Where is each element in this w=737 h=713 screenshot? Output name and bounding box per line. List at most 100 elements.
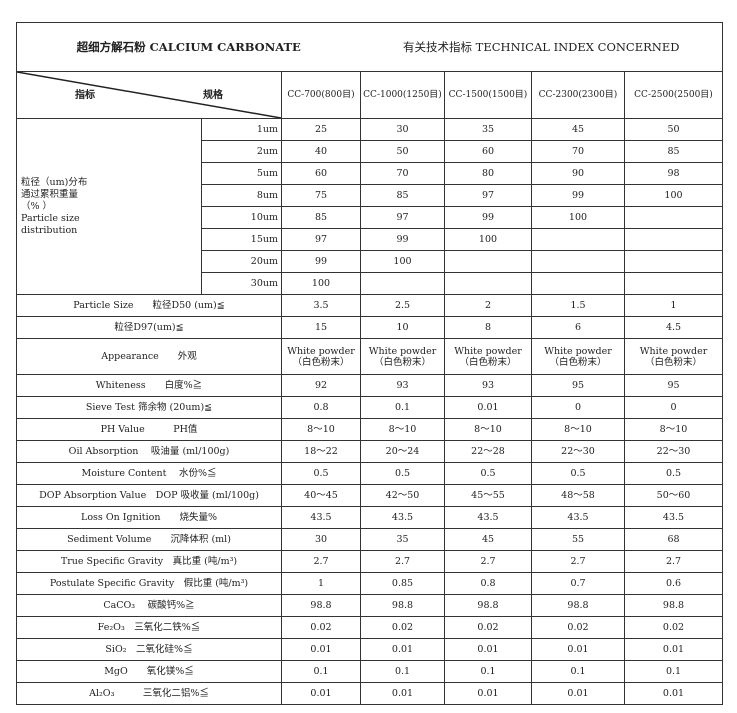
property-row: Al₂O₃ 三氧化二铝%≦ 0.01 0.01 0.01 0.01 0.01 — [16, 682, 723, 705]
value-cell: 0.01 — [281, 682, 361, 705]
value-cell — [624, 228, 723, 251]
property-row: DOP Absorption Value DOP 吸收量 (ml/100g) 40… — [16, 484, 723, 507]
property-row: SiO₂ 二氧化硅%≦ 0.01 0.01 0.01 0.01 0.01 — [16, 638, 723, 661]
value-cell: 0.5 — [531, 462, 625, 485]
particle-size-label: 20um — [201, 250, 282, 273]
value-cell: 35 — [360, 528, 445, 551]
value-cell: 0.02 — [281, 616, 361, 639]
value-cell: 20～24 — [360, 440, 445, 463]
property-row: True Specific Gravity 真比重 (吨/m³) 2.7 2.7 2.… — [16, 550, 723, 573]
value-cell: 3.5 — [281, 294, 361, 317]
value-cell: 0.1 — [531, 660, 625, 683]
value-cell: 43.5 — [624, 506, 723, 529]
value-cell: 43.5 — [531, 506, 625, 529]
property-row: 粒径D97(um)≦ 15 10 8 6 4.5 — [16, 316, 723, 339]
psd-row: 10um 85 97 99 100 — [17, 206, 723, 229]
value-cell: 8～10 — [281, 418, 361, 441]
property-label: PH Value PH值 — [16, 418, 282, 441]
property-row: Sieve Test 筛余物 (20um)≦ 0.8 0.1 0.01 0 0 — [16, 396, 723, 419]
value-cell — [531, 228, 625, 251]
property-row: MgO 氧化镁%≦ 0.1 0.1 0.1 0.1 0.1 — [16, 660, 723, 683]
property-row: Fe₂O₃ 三氧化二铁%≦ 0.02 0.02 0.02 0.02 0.02 — [16, 616, 723, 639]
value-cell: 2.7 — [444, 550, 532, 573]
value-cell: 0.01 — [531, 638, 625, 661]
diagonal-header-cell: 指标 规格 — [16, 71, 282, 119]
value-cell: 0.02 — [624, 616, 723, 639]
property-row: Whiteness 白度%≧ 92 93 93 95 95 — [16, 374, 723, 397]
particle-size-label: 5um — [201, 162, 282, 185]
value-cell: 2.7 — [531, 550, 625, 573]
value-cell: 43.5 — [281, 506, 361, 529]
particle-size-label: 15um — [201, 228, 282, 251]
property-row: CaCO₃ 碳酸钙%≧ 98.8 98.8 98.8 98.8 98.8 — [16, 594, 723, 617]
value-cell: 0 — [624, 396, 723, 419]
value-cell: White powder （白色粉末） — [281, 338, 361, 375]
value-cell: 0.5 — [281, 462, 361, 485]
value-cell: 97 — [444, 184, 532, 207]
value-cell: 100 — [531, 206, 625, 229]
property-label: Fe₂O₃ 三氧化二铁%≦ — [16, 616, 282, 639]
psd-label-line: Particle size — [21, 212, 80, 224]
particle-size-label: 1um — [201, 118, 282, 141]
property-label: Postulate Specific Gravity 假比重 (吨/m³) — [16, 572, 282, 595]
value-cell: 55 — [531, 528, 625, 551]
grade-header: CC-2300(2300目) — [531, 71, 625, 119]
value-cell: 60 — [281, 162, 361, 185]
value-cell — [624, 272, 723, 295]
value-cell: 0.1 — [360, 660, 445, 683]
value-cell: 70 — [360, 162, 445, 185]
value-cell: 0.6 — [624, 572, 723, 595]
value-cell: 50～60 — [624, 484, 723, 507]
value-cell: 97 — [281, 228, 361, 251]
value-cell — [531, 250, 625, 273]
value-cell: 99 — [281, 250, 361, 273]
value-cell: 2 — [444, 294, 532, 317]
value-cell: 93 — [444, 374, 532, 397]
value-cell: White powder （白色粉末） — [444, 338, 532, 375]
value-cell: 100 — [360, 250, 445, 273]
value-cell: 0.85 — [360, 572, 445, 595]
value-cell: 2.7 — [281, 550, 361, 573]
value-cell: 98.8 — [531, 594, 625, 617]
value-cell: 0.02 — [360, 616, 445, 639]
title-row: 超细方解石粉 CALCIUM CARBONATE 有关技术指标 TECHNICA… — [16, 22, 723, 72]
value-cell: 75 — [281, 184, 361, 207]
value-cell: 99 — [360, 228, 445, 251]
value-cell: 90 — [531, 162, 625, 185]
value-cell: 4.5 — [624, 316, 723, 339]
section-title: 有关技术指标 TECHNICAL INDEX CONCERNED — [360, 22, 723, 72]
value-cell: 45～55 — [444, 484, 532, 507]
property-row: PH Value PH值 8～10 8～10 8～10 8～10 8～10 — [16, 418, 723, 441]
value-cell: 0.1 — [624, 660, 723, 683]
particle-size-label: 2um — [201, 140, 282, 163]
value-cell: 22～30 — [531, 440, 625, 463]
value-cell: 1.5 — [531, 294, 625, 317]
value-cell: 25 — [281, 118, 361, 141]
psd-label-line: 通过累积重量 — [21, 188, 79, 200]
value-cell: 8～10 — [624, 418, 723, 441]
value-cell: 0.01 — [360, 682, 445, 705]
value-cell: 40～45 — [281, 484, 361, 507]
product-title: 超细方解石粉 CALCIUM CARBONATE — [16, 22, 361, 72]
value-cell: 0.01 — [444, 682, 532, 705]
value-cell: 48～58 — [531, 484, 625, 507]
value-cell: 99 — [444, 206, 532, 229]
property-label: SiO₂ 二氧化硅%≦ — [16, 638, 282, 661]
value-cell: 50 — [624, 118, 723, 141]
property-row: Appearance 外观 White powder （白色粉末） White po… — [16, 338, 723, 375]
value-cell: 95 — [624, 374, 723, 397]
value-cell: 0.02 — [531, 616, 625, 639]
value-cell: 85 — [360, 184, 445, 207]
value-cell: 0.02 — [444, 616, 532, 639]
value-cell: 1 — [624, 294, 723, 317]
value-cell: 92 — [281, 374, 361, 397]
property-row: Sediment Volume 沉降体积 (ml) 30 35 45 55 68 — [16, 528, 723, 551]
value-cell: 50 — [360, 140, 445, 163]
value-cell: 30 — [281, 528, 361, 551]
psd-label-line: （% ） — [21, 200, 53, 212]
value-cell — [624, 206, 723, 229]
value-cell: 18～22 — [281, 440, 361, 463]
value-cell: 22～30 — [624, 440, 723, 463]
value-cell: 30 — [360, 118, 445, 141]
value-cell: 97 — [360, 206, 445, 229]
